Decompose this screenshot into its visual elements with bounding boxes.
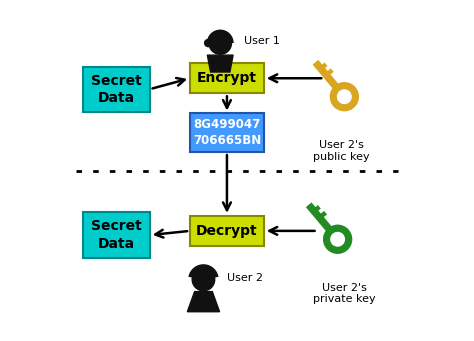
Circle shape [209,32,231,54]
FancyBboxPatch shape [190,216,264,246]
Circle shape [331,233,345,246]
FancyBboxPatch shape [190,63,264,93]
Circle shape [324,226,351,253]
Polygon shape [315,206,319,211]
Polygon shape [320,212,326,217]
Text: User 2's
public key: User 2's public key [313,140,369,162]
Text: 8G499047
706665BN: 8G499047 706665BN [193,118,261,147]
FancyBboxPatch shape [190,114,264,152]
Text: User 2's
private key: User 2's private key [313,283,376,305]
Circle shape [331,84,357,110]
FancyBboxPatch shape [82,66,150,112]
Text: User 1: User 1 [244,36,280,46]
Text: Secret
Data: Secret Data [91,219,142,251]
Circle shape [337,90,351,103]
Polygon shape [187,292,219,312]
Text: Decrypt: Decrypt [196,224,258,238]
Polygon shape [328,70,333,75]
Circle shape [205,40,212,47]
Polygon shape [307,204,332,231]
Polygon shape [207,55,233,72]
Polygon shape [314,61,338,89]
Text: Secret
Data: Secret Data [91,74,142,105]
Text: User 2: User 2 [227,273,263,283]
FancyBboxPatch shape [82,212,150,258]
Circle shape [192,268,215,291]
Text: Encrypt: Encrypt [197,71,257,85]
Polygon shape [322,64,327,68]
